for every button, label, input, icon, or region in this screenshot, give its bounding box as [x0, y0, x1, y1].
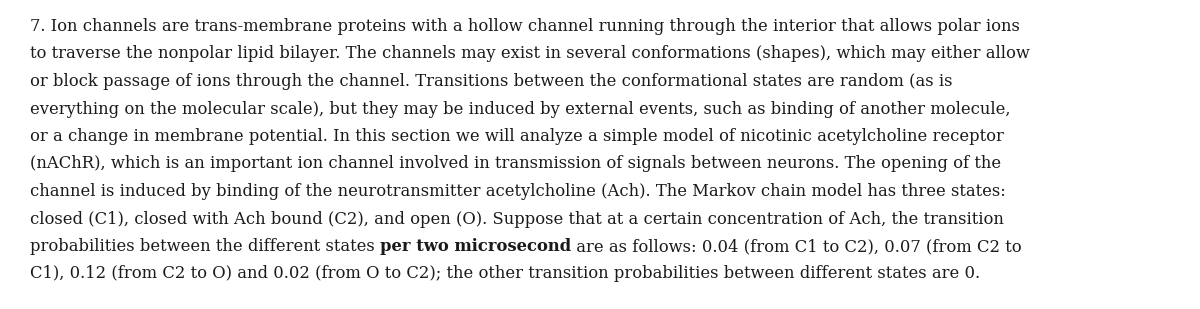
- Text: per two microsecond: per two microsecond: [380, 238, 571, 255]
- Text: (nAChR), which is an important ion channel involved in transmission of signals b: (nAChR), which is an important ion chann…: [30, 155, 1001, 172]
- Text: everything on the molecular scale), but they may be induced by external events, : everything on the molecular scale), but …: [30, 100, 1010, 117]
- Text: channel is induced by binding of the neurotransmitter acetylcholine (Ach). The M: channel is induced by binding of the neu…: [30, 183, 1006, 200]
- Text: C1), 0.12 (from C2 to O) and 0.02 (from O to C2); the other transition probabili: C1), 0.12 (from C2 to O) and 0.02 (from …: [30, 265, 980, 282]
- Text: closed (C1), closed with Ach bound (C2), and open (O). Suppose that at a certain: closed (C1), closed with Ach bound (C2),…: [30, 210, 1004, 227]
- Text: or a change in membrane potential. In this section we will analyze a simple mode: or a change in membrane potential. In th…: [30, 128, 1004, 145]
- Text: to traverse the nonpolar lipid bilayer. The channels may exist in several confor: to traverse the nonpolar lipid bilayer. …: [30, 45, 1030, 62]
- Text: probabilities between the different states: probabilities between the different stat…: [30, 238, 380, 255]
- Text: are as follows: 0.04 (from C1 to C2), 0.07 (from C2 to: are as follows: 0.04 (from C1 to C2), 0.…: [571, 238, 1021, 255]
- Text: 7. Ion channels are trans-membrane proteins with a hollow channel running throug: 7. Ion channels are trans-membrane prote…: [30, 18, 1020, 35]
- Text: or block passage of ions through the channel. Transitions between the conformati: or block passage of ions through the cha…: [30, 73, 953, 90]
